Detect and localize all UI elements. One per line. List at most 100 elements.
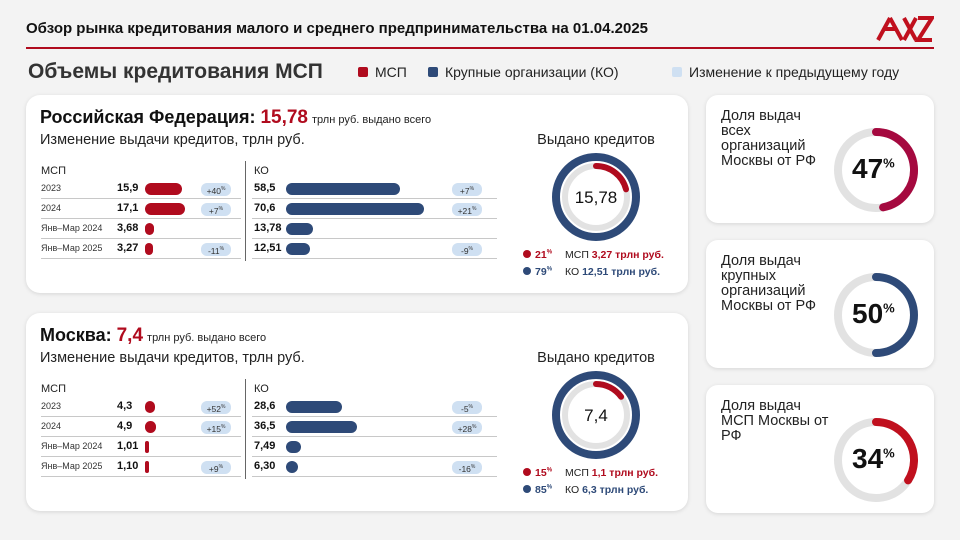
change-badge: +9% <box>201 461 231 474</box>
bar-value-label: 12,51 <box>254 242 282 254</box>
donut-center-value: 7,4 <box>584 406 608 425</box>
percent-sign: % <box>546 484 553 491</box>
legend-dot-ko <box>523 267 531 275</box>
table-row-ko: 70,6 +21% <box>252 199 497 219</box>
column-divider <box>245 161 246 261</box>
percent-sign: % <box>546 467 553 474</box>
change-badge: +52% <box>201 401 231 414</box>
legend-item-msp: МСП <box>358 64 407 80</box>
region-title: Москва: 7,4 трлн руб. выдано всего <box>40 325 266 347</box>
share-donut <box>834 418 918 502</box>
percent-sign: % <box>471 424 477 430</box>
donut-legend-ko: 85% КО 6,3 трлн руб. <box>523 484 648 496</box>
bar-ko <box>286 243 311 255</box>
bar-msp <box>145 461 149 473</box>
legend-swatch-ko <box>428 67 438 77</box>
donut-ring-ko <box>552 153 640 241</box>
share-donut-arc <box>872 418 918 485</box>
donut-arc-msp <box>593 163 630 193</box>
column-divider <box>245 379 246 479</box>
page-title: Обзор рынка кредитования малого и средне… <box>26 20 649 37</box>
brand-logo <box>876 16 934 42</box>
table-row-msp: 2023 15,9 +40% <box>41 179 241 199</box>
bar-ko <box>286 401 342 413</box>
legend-item-ko: Крупные организации (КО) <box>428 64 619 80</box>
region-card-moscow: Москва: 7,4 трлн руб. выдано всего Изменен… <box>26 313 688 511</box>
share-donut-arc <box>872 273 918 357</box>
bar-ko <box>286 461 299 473</box>
percent-sign: % <box>220 424 226 430</box>
bar-value-label: 4,3 <box>117 400 133 412</box>
share-label-msp: МСП <box>565 467 592 479</box>
region-title: Российская Федерация: 15,78 трлн руб. выд… <box>40 107 431 129</box>
share-donut-arc <box>872 128 918 212</box>
table-row-ko: 58,5 +7% <box>252 179 497 199</box>
table-row-ko: 6,30 -16% <box>252 457 497 477</box>
share-amount-ko: 6,3 трлн руб. <box>582 484 649 496</box>
change-badge: -9% <box>452 243 482 256</box>
legend-dot-msp <box>523 250 531 258</box>
table-row-msp: 2024 17,1 +7% <box>41 199 241 219</box>
legend-label-ko: Крупные организации (КО) <box>445 64 619 80</box>
table-row-ko: 12,51 -9% <box>252 239 497 259</box>
bar-ko <box>286 223 313 235</box>
donut-legend-ko: 79% КО 12,51 трлн руб. <box>523 266 660 278</box>
region-card-rf: Российская Федерация: 15,78 трлн руб. выд… <box>26 95 688 293</box>
bar-value-label: 17,1 <box>117 202 139 214</box>
chart-subtitle: Изменение выдачи кредитов, трлн руб. <box>40 132 305 148</box>
column-header-ko: КО <box>254 165 269 177</box>
region-name: Москва: <box>40 325 117 345</box>
bar-value-label: 13,78 <box>254 222 282 234</box>
share-donut <box>834 273 918 357</box>
region-total: 7,4 <box>116 325 144 346</box>
bar-value-label: 36,5 <box>254 420 276 432</box>
bar-msp <box>145 183 183 195</box>
bar-value-label: 4,9 <box>117 420 133 432</box>
change-badge: -5% <box>452 401 482 414</box>
chart-subtitle: Изменение выдачи кредитов, трлн руб. <box>40 350 305 366</box>
row-label: Янв–Мар 2024 <box>41 223 103 233</box>
percent-sign: % <box>219 246 225 252</box>
legend-dot-msp <box>523 468 531 476</box>
bar-value-label: 70,6 <box>254 202 276 214</box>
share-label-ko: КО <box>565 266 583 278</box>
bar-ko <box>286 421 358 433</box>
share-label: Доля выдач всех организаций Москвы от РФ <box>721 108 817 169</box>
percent-sign: % <box>220 186 226 192</box>
share-amount-ko: 12,51 трлн руб. <box>582 266 661 278</box>
bar-value-label: 28,6 <box>254 400 276 412</box>
region-total-suffix: трлн руб. выдано всего <box>312 114 432 126</box>
bar-value-label: 7,49 <box>254 440 276 452</box>
bar-msp <box>145 441 149 453</box>
bar-value-label: 6,30 <box>254 460 276 472</box>
table-row-msp: Янв–Мар 2024 1,01 <box>41 437 241 457</box>
percent-sign: % <box>471 206 477 212</box>
change-badge: +21% <box>452 203 482 216</box>
row-label: 2024 <box>41 421 62 431</box>
donut-title: Выдано кредитов <box>537 132 655 148</box>
table-row-msp: Янв–Мар 2024 3,68 <box>41 219 241 239</box>
region-total: 15,78 <box>260 107 308 128</box>
legend-label-msp: МСП <box>375 64 407 80</box>
bar-value-label: 15,9 <box>117 182 139 194</box>
change-badge: -16% <box>452 461 482 474</box>
legend-item-change: Изменение к предыдущему году <box>672 64 899 80</box>
percent-sign: % <box>546 266 553 273</box>
section-title: Объемы кредитования МСП <box>28 60 323 83</box>
donut-legend-msp: 15% МСП 1,1 трлн руб. <box>523 467 658 479</box>
percent-sign: % <box>220 404 226 410</box>
share-card-msp: Доля выдач МСП Москвы от РФ 34% <box>706 385 934 513</box>
share-card-all: Доля выдач всех организаций Москвы от РФ… <box>706 95 934 223</box>
table-row-msp: Янв–Мар 2025 1,10 +9% <box>41 457 241 477</box>
donut-chart: 7,4 <box>552 371 640 459</box>
bar-value-label: 1,01 <box>117 440 139 452</box>
percent-sign: % <box>218 464 224 470</box>
share-label: Доля выдач крупных организаций Москвы от… <box>721 253 817 314</box>
row-label: Янв–Мар 2025 <box>41 461 103 471</box>
bar-msp <box>145 243 153 255</box>
percent-sign: % <box>883 155 895 171</box>
share-label: Доля выдач МСП Москвы от РФ <box>721 398 829 444</box>
donut-legend-msp: 21% МСП 3,27 трлн руб. <box>523 249 664 261</box>
percent-sign: % <box>468 246 473 252</box>
table-row-ko: 36,5 +28% <box>252 417 497 437</box>
